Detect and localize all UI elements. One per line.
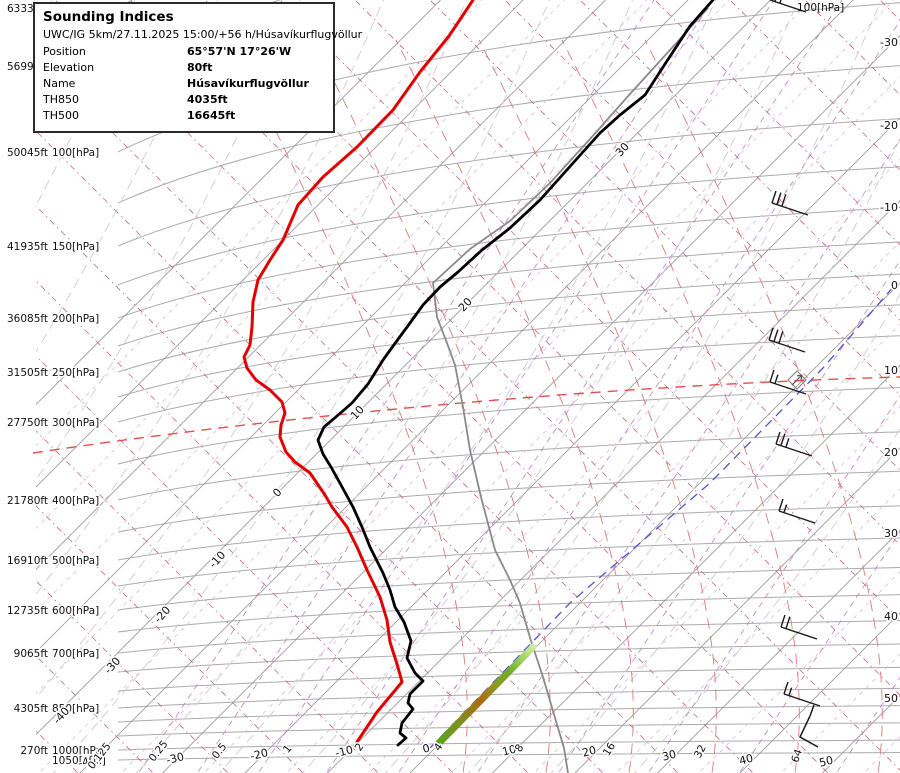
adiabat-value-label: -30 (102, 655, 124, 677)
pressure-tick-label-top-right: 100[hPa] (797, 2, 844, 14)
info-row-elevation: Elevation 80ft (43, 60, 325, 76)
altitude-tick-label: 36085ft (7, 313, 48, 325)
mixing-ratio-label: 2 (353, 741, 367, 753)
temperature-tick-label-right: 50 (884, 692, 898, 705)
altitude-tick-label: 21780ft (7, 495, 48, 507)
temperature-tick-label-right: -10 (880, 201, 898, 214)
altitude-tick-label: 4305ft (14, 703, 48, 715)
info-value: 16645ft (187, 109, 236, 122)
info-label: Position (43, 45, 86, 58)
altitude-tick-label: 27750ft (7, 417, 48, 429)
pressure-tick-label: 1050[hPa] (52, 755, 106, 767)
info-title: Sounding Indices (43, 9, 174, 25)
temperature-tick-label-bottom: -20 (249, 746, 270, 763)
moist-adiabat-red-lines (229, 39, 883, 773)
altitude-tick-label: 9065ft (14, 648, 48, 660)
temperature-profile-line (316, 0, 715, 747)
temperature-tick-label-bottom: 20 (581, 744, 598, 760)
diamond-marker (787, 370, 807, 390)
pressure-tick-label: 600[hPa] (52, 605, 99, 617)
pressure-tick-label: 100[hPa] (52, 147, 99, 159)
temperature-tick-label-bottom: 40 (738, 752, 755, 768)
info-row-name: Name Húsavíkurflugvöllur (43, 76, 325, 92)
adiabat-value-label: -10 (207, 549, 229, 571)
temperature-tick-label-right: 10 (884, 364, 898, 377)
pressure-tick-label: 850[hPa] (52, 703, 99, 715)
pressure-tick-label: 500[hPa] (52, 555, 99, 567)
altitude-tick-label: 16910ft (7, 555, 48, 567)
wind-barbs (768, 0, 821, 748)
altitude-tick-label: 270ft (20, 745, 48, 757)
wind-barb-icon (799, 704, 819, 748)
altitude-tick-label: 31505ft (7, 367, 48, 379)
pressure-tick-label: 300[hPa] (52, 417, 99, 429)
temperature-tick-label-right: 20 (884, 446, 898, 459)
temperature-tick-label-right: 0 (891, 279, 898, 292)
aux-profile-line (432, 7, 709, 773)
wind-barb-icon (769, 369, 807, 395)
mixing-ratio-label: 32 (692, 743, 709, 760)
mixing-ratio-label: 1 (281, 743, 295, 756)
temperature-tick-label-right: -20 (880, 119, 898, 132)
pressure-tick-label: 700[hPa] (52, 648, 99, 660)
info-subtitle: UWC/IG 5km/27.11.2025 15:00/+56 h/Húsaví… (43, 28, 363, 41)
info-label: Elevation (43, 61, 95, 74)
pressure-tick-label: 150[hPa] (52, 241, 99, 253)
temperature-tick-label-bottom: -30 (165, 750, 186, 767)
wind-barb-icon (768, 327, 806, 353)
temperature-tick-label-bottom: 10 (501, 743, 518, 759)
altitude-tick-label: 50045ft (7, 147, 48, 159)
special-red-dashed-line (32, 376, 900, 454)
altitude-tick-label: 12735ft (7, 605, 48, 617)
pressure-tick-label: 250[hPa] (52, 367, 99, 379)
info-row-th500: TH500 16645ft (43, 108, 325, 124)
info-label: TH500 (43, 109, 79, 122)
temperature-tick-label-bottom: -10 (334, 743, 355, 760)
info-value: 80ft (187, 61, 213, 74)
wind-barb-icon (771, 190, 809, 216)
info-value: 65°57'N 17°26'W (187, 45, 292, 58)
info-row-th850: TH850 4035ft (43, 92, 325, 108)
temperature-tick-label-right: -30 (880, 36, 898, 49)
info-label: Name (43, 77, 76, 90)
mixing-ratio-label: 64 (789, 747, 805, 764)
adiabat-value-label: -20 (152, 604, 174, 626)
mixing-ratio-label: 16 (601, 740, 618, 758)
wind-barb-icon (769, 0, 807, 13)
temperature-tick-label-right: 40 (884, 610, 898, 623)
temperature-tick-label-bottom: 50 (818, 754, 835, 770)
pressure-tick-label: 400[hPa] (52, 495, 99, 507)
temperature-tick-label-bottom: 30 (661, 748, 678, 764)
info-label: TH850 (43, 93, 79, 106)
parcel-path-segment (434, 643, 537, 748)
altitude-tick-label: 41935ft (7, 241, 48, 253)
isobar-lines (117, 0, 900, 761)
wind-barb-icon (780, 614, 818, 640)
wind-barb-icon (778, 498, 816, 524)
pressure-tick-label: 1000[hPa] (52, 745, 106, 757)
temperature-tick-label-bottom: -40 (77, 753, 98, 770)
wind-barb-icon (775, 431, 813, 457)
pressure-tick-label: 200[hPa] (52, 313, 99, 325)
info-value: 4035ft (187, 93, 228, 106)
dewpoint-profile-line (242, 0, 475, 744)
wind-barb-icon (783, 681, 821, 707)
info-value: Húsavíkurflugvöllur (187, 77, 309, 90)
info-row-position: Position 65°57'N 17°26'W (43, 44, 325, 60)
sounding-indices-box: Sounding Indices UWC/IG 5km/27.11.2025 1… (33, 2, 363, 133)
temperature-tick-label-right: 30 (884, 527, 898, 540)
